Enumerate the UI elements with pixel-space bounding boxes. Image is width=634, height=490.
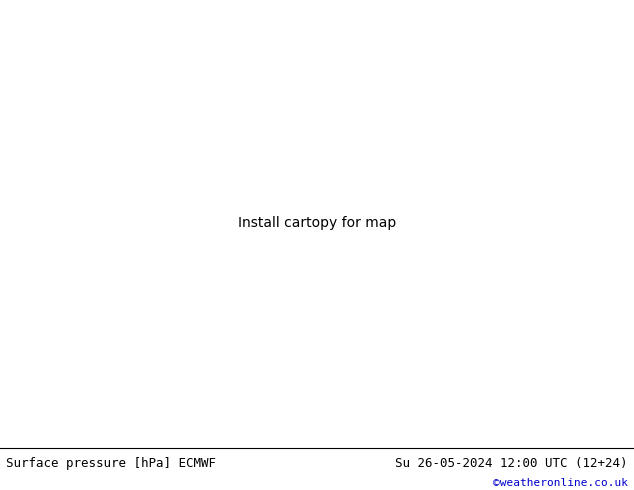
Text: Install cartopy for map: Install cartopy for map xyxy=(238,216,396,230)
Text: ©weatheronline.co.uk: ©weatheronline.co.uk xyxy=(493,478,628,488)
Text: Su 26-05-2024 12:00 UTC (12+24): Su 26-05-2024 12:00 UTC (12+24) xyxy=(395,457,628,470)
Text: Surface pressure [hPa] ECMWF: Surface pressure [hPa] ECMWF xyxy=(6,457,216,470)
